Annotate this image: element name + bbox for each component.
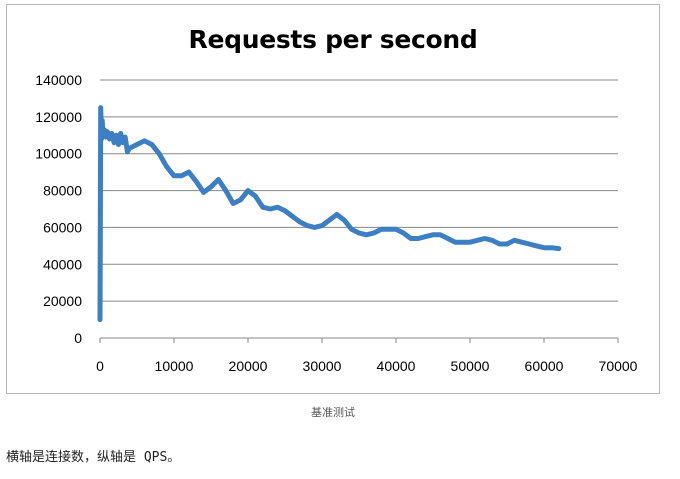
y-tick-label: 40000	[43, 256, 82, 272]
x-tick-label: 10000	[155, 358, 194, 374]
y-tick-label: 120000	[35, 109, 82, 125]
y-tick-label: 60000	[43, 219, 82, 235]
x-tick-label: 40000	[377, 358, 416, 374]
chart-frame: Requests per second	[6, 4, 660, 394]
y-tick-label: 20000	[43, 293, 82, 309]
line-chart: 0 20000 40000 60000 80000 100000 120000 140000 0…	[35, 72, 638, 374]
description-text: 横轴是连接数，纵轴是 QPS。	[6, 450, 181, 465]
series-line-0	[97, 105, 562, 323]
figure-caption: 基准测试	[311, 406, 355, 419]
x-tick-label: 20000	[229, 358, 268, 374]
x-tick-label: 70000	[599, 358, 638, 374]
y-tick-label: 80000	[43, 183, 82, 199]
y-tick-label: 140000	[35, 72, 82, 88]
y-tick-label: 0	[74, 330, 82, 346]
x-tick-label: 60000	[525, 358, 564, 374]
y-tick-label: 100000	[35, 146, 82, 162]
x-tick-label: 30000	[303, 358, 342, 374]
x-tick-label: 0	[96, 358, 104, 374]
x-tick-label: 50000	[451, 358, 490, 374]
chart-title: Requests per second	[188, 25, 478, 54]
